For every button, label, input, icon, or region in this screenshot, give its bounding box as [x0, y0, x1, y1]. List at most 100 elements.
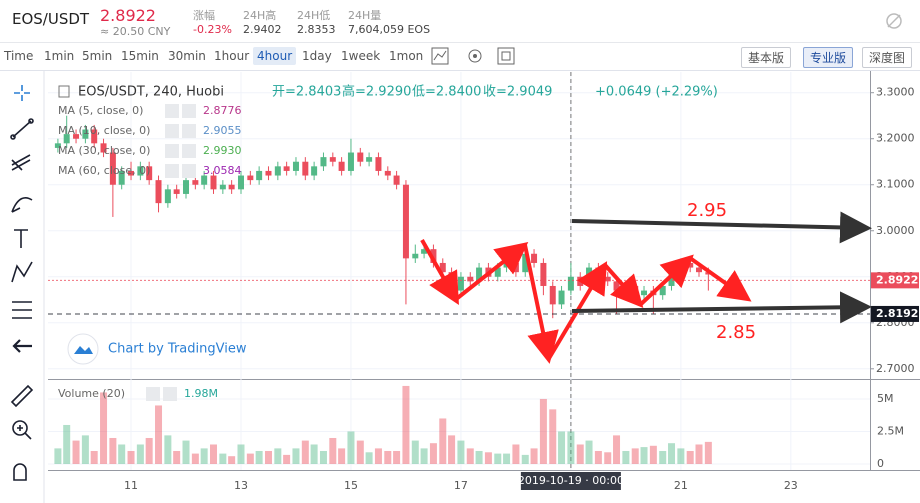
y-tick-label: 3.0000	[876, 224, 915, 237]
indicator-value: 2.9930	[203, 144, 242, 157]
volume-bar	[63, 424, 71, 464]
candle-body	[109, 152, 116, 185]
volume-bar	[100, 392, 108, 464]
interval-button[interactable]: Time	[4, 49, 34, 63]
volume-bar	[219, 453, 227, 464]
watermark-cloud	[74, 346, 93, 354]
volume-bar	[356, 440, 364, 464]
volume-value: 1.98M	[184, 387, 218, 400]
volume-bar	[457, 440, 465, 464]
candle-body	[540, 262, 547, 286]
volume-tick-label: 5M	[877, 392, 894, 405]
candle-body	[604, 276, 611, 282]
volume-bar	[155, 405, 163, 464]
volume-bar	[494, 453, 502, 464]
volume-label: Volume (20)	[58, 387, 125, 400]
volume-bar	[631, 448, 639, 464]
volume-bar	[90, 450, 98, 464]
volume-bar	[292, 448, 300, 464]
candle-body	[476, 267, 483, 282]
volume-bar	[539, 398, 547, 464]
interval-button[interactable]: 15min	[121, 49, 159, 63]
volume-bar	[109, 437, 117, 464]
interval-button[interactable]: 1mon	[389, 49, 424, 63]
red-arrow	[523, 244, 559, 364]
dark-arrow	[571, 211, 872, 244]
interval-button[interactable]: 1min	[44, 49, 75, 63]
volume-bar	[503, 453, 511, 464]
volume-bar	[530, 448, 538, 464]
candle-body	[137, 166, 144, 176]
price-tag-label: 2.8192	[876, 307, 918, 320]
interval-button[interactable]: 1day	[302, 49, 332, 63]
annotation-label: 2.85	[716, 322, 756, 343]
volume-bar	[127, 450, 135, 464]
red-arrow	[420, 239, 459, 305]
x-tick-label: 17	[454, 479, 468, 492]
view-button[interactable]: 基本版	[741, 47, 792, 68]
volume-bar	[411, 440, 419, 464]
candle-body	[173, 189, 180, 194]
candle-body	[100, 143, 107, 153]
legend-ohlc: 低=2.8400	[412, 85, 481, 100]
volume-bar	[613, 435, 621, 464]
view-button[interactable]: 专业版	[803, 47, 854, 68]
toolbar-icons[interactable]	[430, 46, 530, 66]
legend-ohlc: 开=2.8403	[272, 85, 341, 100]
interval-button[interactable]: 1week	[341, 49, 381, 63]
legend-ohlc: 高=2.9290	[342, 84, 411, 100]
candle-body	[586, 267, 593, 286]
legend-change: +0.0649 (+2.29%)	[595, 85, 718, 100]
annotation-arrows	[420, 211, 872, 364]
indicator-button	[182, 144, 196, 158]
candle-body	[512, 262, 519, 273]
candle-body	[311, 166, 318, 176]
volume-bar	[448, 435, 456, 464]
candle-body	[338, 161, 345, 171]
x-tick-label: 21	[674, 479, 688, 492]
candle-body	[274, 166, 281, 176]
volume-bar	[329, 437, 337, 464]
x-tick-label: 23	[784, 479, 798, 492]
stat-value: 2.8353	[297, 23, 336, 36]
candle-body	[457, 276, 464, 291]
volume-bar	[246, 453, 254, 464]
volume-bar	[420, 448, 428, 464]
interval-button[interactable]: 30min	[168, 49, 206, 63]
interval-button[interactable]: 1hour	[214, 49, 250, 63]
annotation-label: 2.95	[687, 200, 727, 221]
candle-body	[329, 157, 336, 162]
view-button[interactable]: 深度图	[862, 47, 913, 68]
price-tag	[871, 305, 919, 322]
legend-icon	[58, 85, 70, 98]
volume-bar	[237, 444, 245, 464]
indicator-value: 2.8776	[203, 104, 242, 117]
candle-body	[467, 276, 474, 282]
volume-bar	[182, 440, 190, 464]
candle-body	[73, 134, 80, 139]
candle-body	[567, 276, 574, 291]
volume-bar	[475, 450, 483, 464]
candle-body	[128, 170, 135, 176]
volume-bar	[384, 450, 392, 464]
watermark: Chart by TradingView	[108, 342, 247, 357]
volume-bar	[466, 448, 474, 464]
volume-bar	[164, 435, 172, 464]
candle-body	[393, 175, 400, 185]
volume-bar	[402, 385, 410, 464]
y-tick-label: 3.2000	[876, 132, 915, 145]
settings-icon[interactable]	[885, 12, 903, 30]
volume-bar	[72, 440, 80, 464]
x-tick-label: 11	[124, 479, 138, 492]
indicator-button	[163, 387, 177, 401]
volume-bar	[640, 447, 648, 464]
volume-bar	[54, 448, 62, 464]
volume-bar	[668, 443, 676, 464]
stat-value: 7,604,059 EOS	[348, 23, 431, 36]
volume-bar	[622, 450, 630, 464]
interval-button[interactable]: 5min	[82, 49, 113, 63]
interval-button[interactable]: 4hour	[253, 47, 297, 65]
volume-bar	[521, 454, 529, 464]
